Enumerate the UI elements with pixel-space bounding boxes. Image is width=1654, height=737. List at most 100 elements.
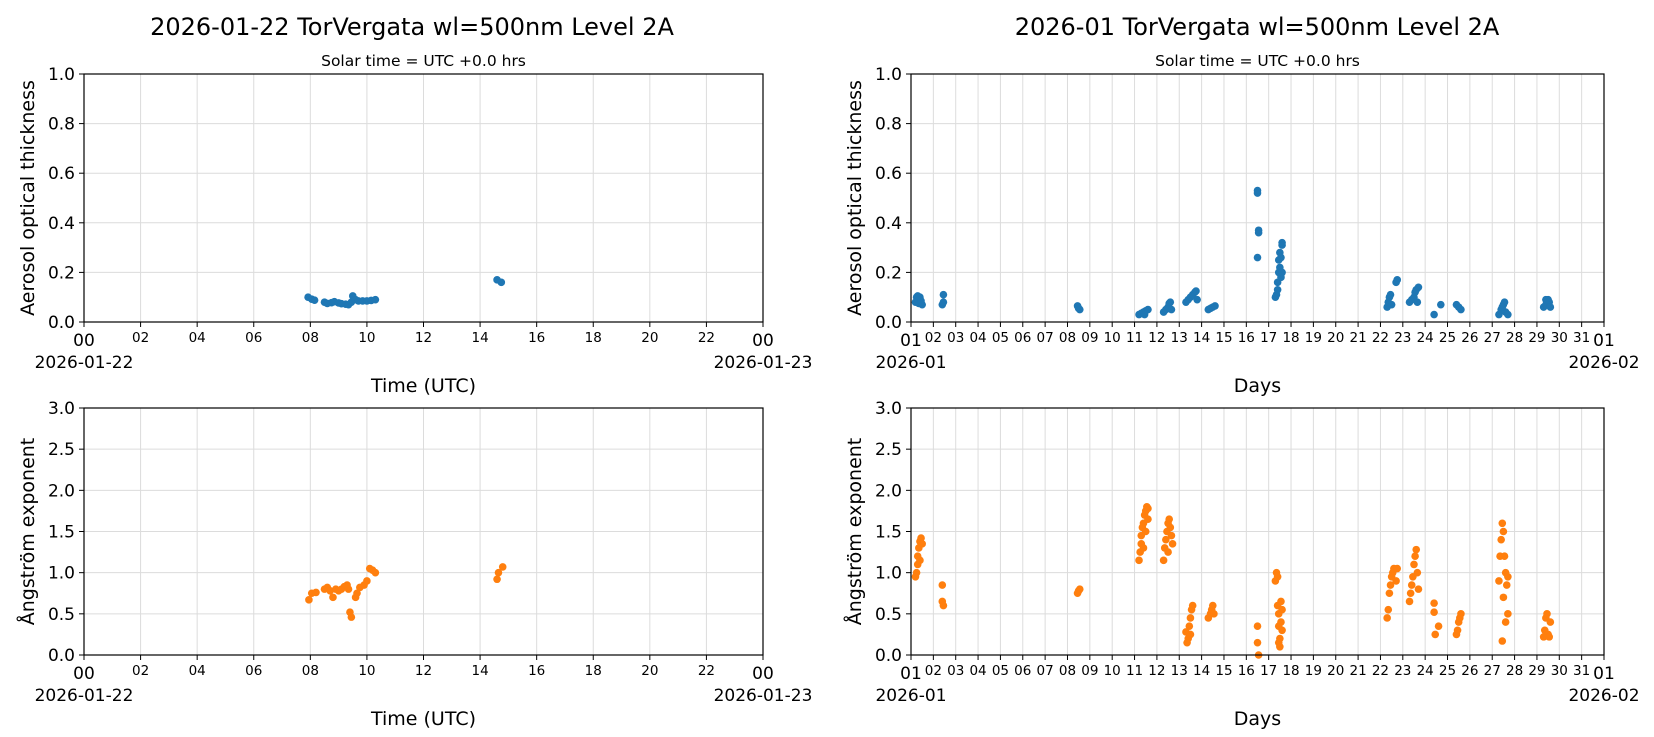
y-tick-label: 1.5	[875, 523, 902, 543]
data-point	[1504, 572, 1512, 581]
x-tick-label: 30	[1551, 663, 1568, 679]
x-tick-label: 16	[1238, 663, 1255, 679]
data-point	[1414, 585, 1423, 593]
data-point	[1392, 577, 1400, 585]
y-tick-label: 0.0	[48, 646, 75, 666]
data-point	[1208, 601, 1217, 610]
y-tick-label: 0.8	[48, 115, 75, 135]
x-tick-label: 25	[1439, 663, 1456, 679]
y-tick-label: 0.6	[48, 164, 75, 184]
x-tick-label: 16	[1238, 330, 1255, 346]
chart-subtitle: Solar time = UTC +0.0 hrs	[1155, 52, 1360, 70]
data-point	[1211, 302, 1219, 310]
data-point	[371, 568, 380, 577]
data-point	[912, 568, 921, 577]
data-point	[1253, 253, 1262, 262]
y-tick-label: 1.0	[875, 564, 902, 584]
x-tick-label: 00	[752, 664, 774, 684]
data-point	[1498, 637, 1507, 645]
x-tick-label: 12	[415, 330, 432, 346]
data-point	[1385, 589, 1394, 598]
x-tick-label: 01	[900, 664, 922, 684]
y-tick-label: 0.8	[875, 115, 902, 135]
data-point	[1186, 614, 1195, 622]
data-point	[1546, 303, 1555, 311]
y-tick-label: 1.5	[48, 523, 75, 543]
data-point	[1273, 285, 1282, 294]
data-point	[1144, 515, 1152, 523]
x-tick-label: 09	[1081, 663, 1098, 679]
data-point	[344, 585, 353, 593]
x-tick-label: 14	[471, 663, 488, 679]
x-axis-label: Time (UTC)	[370, 375, 476, 397]
data-point	[939, 298, 948, 306]
data-point	[918, 300, 926, 309]
x-date-label-end: 2026-01-23	[714, 686, 813, 706]
y-tick-label: 3.0	[48, 399, 75, 419]
y-tick-label: 3.0	[875, 399, 902, 419]
y-tick-label: 2.0	[875, 481, 902, 501]
data-point	[1413, 298, 1422, 306]
data-point	[1253, 622, 1262, 630]
x-tick-label: 25	[1439, 330, 1456, 346]
x-tick-label: 17	[1260, 663, 1277, 679]
data-point	[1135, 556, 1143, 565]
data-point	[1546, 618, 1555, 626]
x-tick-label: 29	[1528, 663, 1545, 679]
x-tick-label: 18	[585, 330, 602, 346]
data-point	[1141, 527, 1150, 536]
data-point	[1383, 614, 1391, 622]
x-tick-label: 18	[1282, 330, 1299, 346]
x-tick-label: 11	[1126, 663, 1143, 679]
x-date-label-start: 2026-01	[875, 686, 946, 706]
y-tick-label: 0.4	[48, 214, 75, 234]
data-point	[1164, 548, 1172, 556]
data-point	[1075, 585, 1084, 593]
x-tick-label: 24	[1417, 330, 1434, 346]
x-tick-label: 23	[1394, 330, 1411, 346]
y-tick-label: 2.5	[875, 440, 902, 460]
x-tick-label: 08	[302, 330, 319, 346]
data-point	[1499, 593, 1508, 602]
x-tick-label: 04	[969, 663, 986, 679]
x-tick-label: 02	[925, 330, 942, 346]
y-tick-label: 1.0	[48, 564, 75, 584]
x-tick-label: 06	[245, 663, 262, 679]
data-point	[1144, 504, 1152, 513]
data-point	[1405, 597, 1414, 606]
x-tick-label: 01	[1593, 664, 1615, 684]
data-point	[353, 589, 361, 598]
data-point	[1495, 577, 1503, 585]
y-axis-label: Aerosol optical thickness	[17, 80, 39, 316]
data-point	[1277, 618, 1285, 626]
y-tick-label: 1.0	[48, 65, 75, 85]
data-point	[1075, 305, 1084, 314]
y-tick-label: 0.0	[48, 313, 75, 333]
axes-frame	[910, 73, 1605, 323]
x-tick-label: 20	[641, 330, 658, 346]
y-axis-label: Ångström exponent	[843, 438, 866, 626]
data-point	[1278, 238, 1286, 247]
data-point	[1502, 581, 1511, 589]
x-tick-label: 15	[1215, 663, 1232, 679]
x-tick-label: 21	[1350, 330, 1367, 346]
data-point	[938, 581, 947, 589]
x-tick-label: 16	[528, 330, 545, 346]
data-point	[1430, 310, 1438, 319]
data-point	[1453, 626, 1462, 635]
x-date-label-end: 2026-02	[1568, 353, 1639, 373]
x-tick-label: 20	[1327, 330, 1344, 346]
data-point	[1393, 276, 1402, 284]
x-tick-label: 10	[1104, 663, 1121, 679]
y-tick-label: 0.2	[875, 263, 902, 283]
y-tick-label: 1.0	[875, 65, 902, 85]
x-axis-label: Days	[1234, 375, 1281, 397]
x-date-label-start: 2026-01-22	[35, 686, 134, 706]
data-point	[1393, 564, 1402, 573]
data-point	[1193, 295, 1201, 304]
data-point	[494, 568, 503, 577]
x-tick-label: 08	[1059, 330, 1076, 346]
x-tick-label: 22	[1372, 330, 1389, 346]
data-point	[913, 292, 922, 300]
